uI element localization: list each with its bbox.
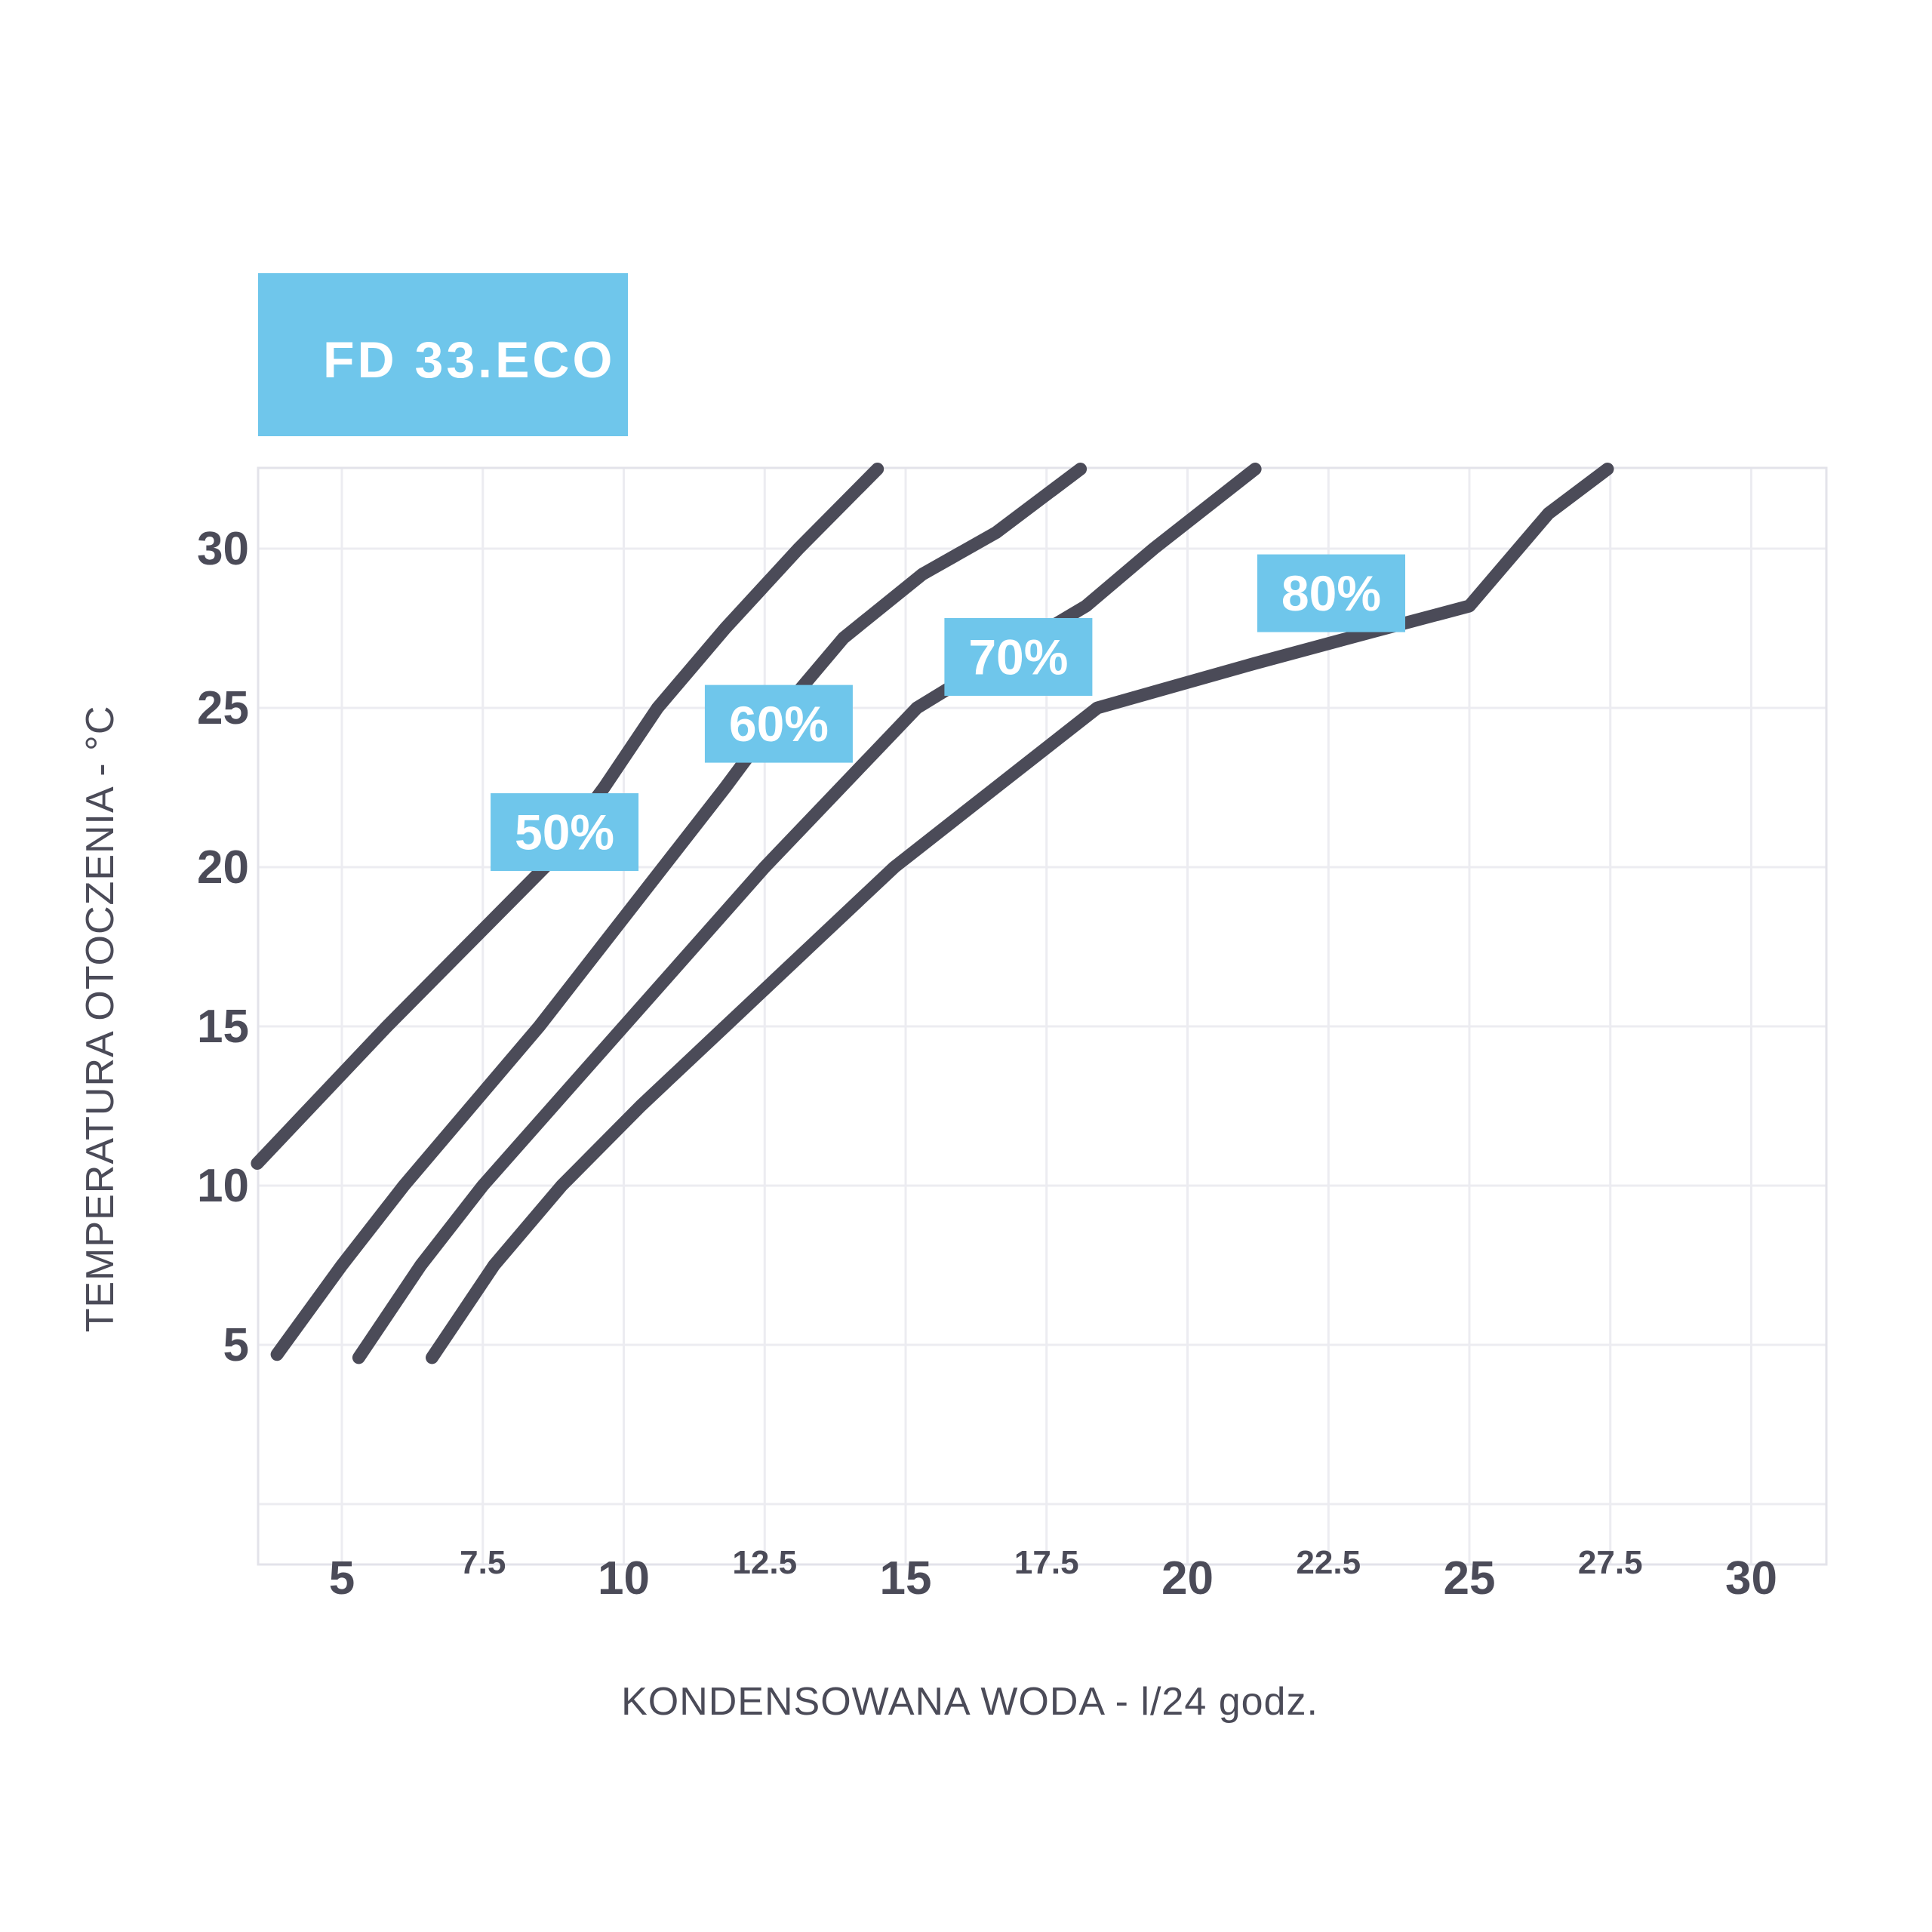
curve-80% <box>426 463 1614 1364</box>
x-tick-minor: 12.5 <box>732 1544 797 1581</box>
curve-label-box <box>1257 554 1405 632</box>
y-tick-major: 20 <box>197 841 249 894</box>
y-tick-major: 5 <box>223 1319 249 1371</box>
plot-border <box>257 466 1828 1566</box>
curve-label-text: 50% <box>515 804 614 860</box>
x-tick-major: 20 <box>1161 1552 1214 1604</box>
y-tick-major: 10 <box>197 1160 249 1212</box>
curve-label-70%: 70% <box>944 617 1093 696</box>
y-axis-title: TEMPERATURA OTOCZENIA - °C <box>78 706 122 1333</box>
curve-label-text: 70% <box>968 629 1068 685</box>
curve-60% <box>270 463 1088 1361</box>
x-tick-major: 30 <box>1725 1552 1777 1604</box>
curve-label-60%: 60% <box>704 685 853 763</box>
y-tick-major: 15 <box>197 1001 249 1053</box>
curve-label-50%: 50% <box>491 793 639 872</box>
grid <box>257 466 1828 1566</box>
curve-label-box <box>704 685 853 763</box>
x-axis-title: KONDENSOWANA WODA - l/24 godz. <box>621 1680 1318 1724</box>
x-tick-major: 5 <box>329 1552 355 1604</box>
model-badge: FD 33.ECO <box>258 273 628 436</box>
model-badge-text: FD 33.ECO <box>323 331 615 389</box>
curve-label-box <box>491 793 639 872</box>
curve-50% <box>251 463 884 1170</box>
x-axis-ticks: 5 10 15 20 25 30 7.5 12.5 17.5 22.5 27.5 <box>329 1544 1777 1604</box>
model-badge-box <box>258 273 628 436</box>
x-tick-minor: 7.5 <box>460 1544 506 1581</box>
x-tick-minor: 27.5 <box>1578 1544 1643 1581</box>
x-tick-major: 15 <box>880 1552 932 1604</box>
curve-label-80%: 80% <box>1257 554 1405 632</box>
x-tick-major: 25 <box>1444 1552 1496 1604</box>
y-axis-ticks: 5 10 15 20 25 30 <box>197 523 249 1371</box>
x-tick-minor: 22.5 <box>1296 1544 1361 1581</box>
curve-70% <box>352 463 1262 1364</box>
y-tick-major: 25 <box>197 682 249 734</box>
humidity-curves <box>251 463 1614 1364</box>
y-tick-major: 30 <box>197 523 249 575</box>
x-tick-minor: 17.5 <box>1014 1544 1079 1581</box>
curve-label-text: 80% <box>1281 565 1381 621</box>
curve-label-box <box>944 617 1093 696</box>
curve-label-text: 60% <box>729 696 829 752</box>
curve-labels: 50% 60% 70% 80% <box>491 554 1405 872</box>
x-tick-major: 10 <box>598 1552 650 1604</box>
